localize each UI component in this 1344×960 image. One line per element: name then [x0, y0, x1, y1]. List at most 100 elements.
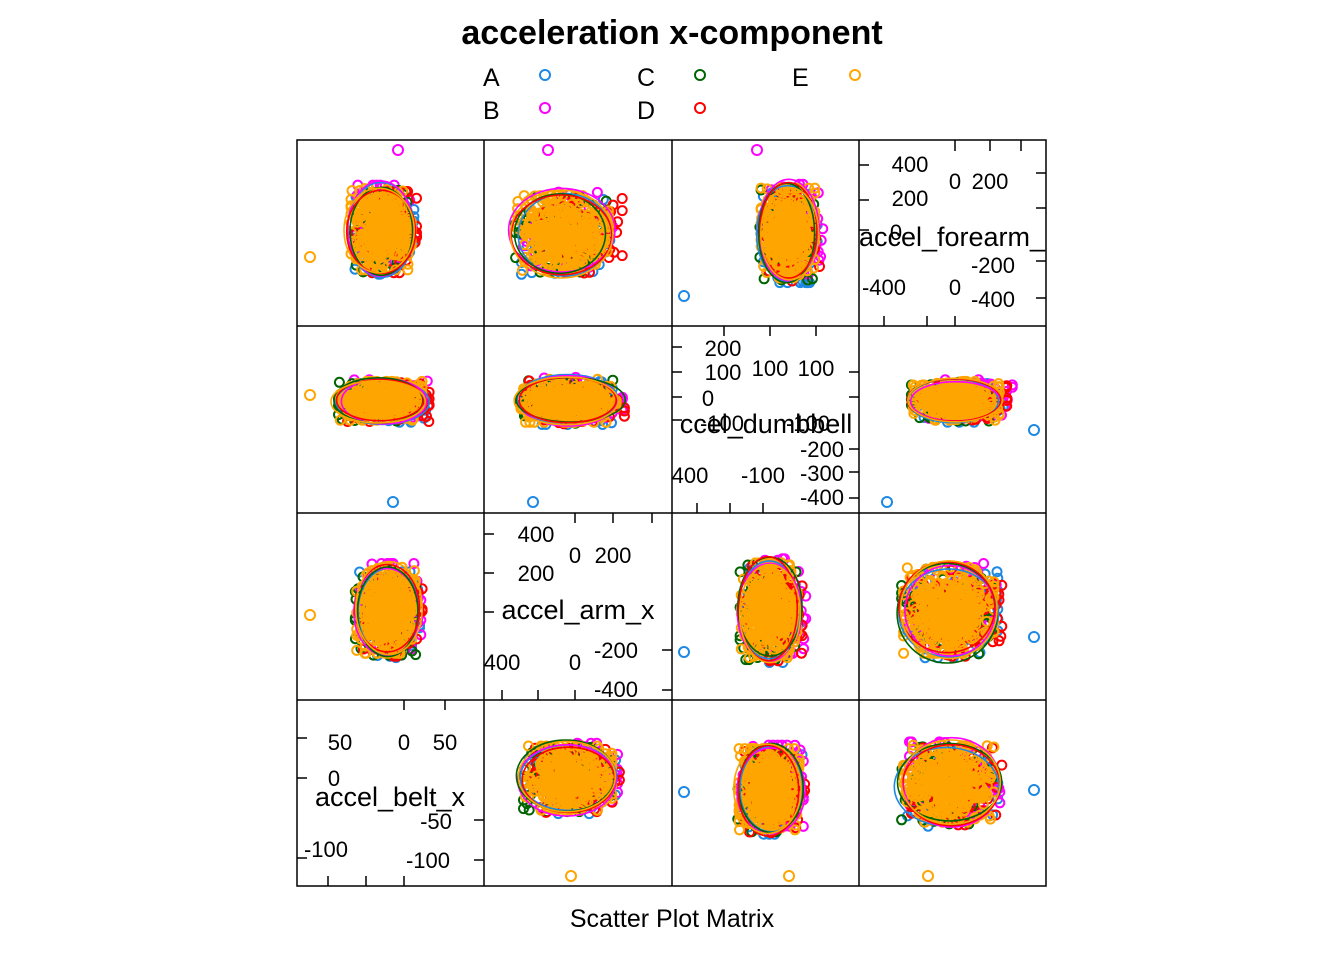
data-point — [537, 219, 549, 231]
data-point — [372, 207, 384, 219]
legend-label-b: B — [483, 97, 500, 125]
data-point — [791, 200, 803, 212]
data-point — [591, 186, 603, 198]
data-point — [767, 254, 779, 266]
data-point — [548, 380, 560, 392]
data-point — [381, 389, 393, 401]
data-point — [603, 399, 615, 411]
outlier-point — [542, 144, 554, 156]
data-point — [806, 273, 818, 285]
density-contour — [349, 186, 414, 277]
data-point — [537, 238, 549, 249]
data-point — [399, 238, 411, 250]
data-point — [526, 206, 538, 218]
data-point — [565, 209, 576, 221]
data-point — [616, 193, 628, 204]
data-point — [580, 237, 592, 249]
data-point — [551, 240, 563, 252]
data-point — [758, 273, 770, 285]
data-point — [391, 199, 403, 211]
data-point — [788, 248, 800, 260]
data-point — [782, 194, 794, 205]
data-point — [402, 393, 414, 405]
data-point — [616, 205, 628, 217]
legend-label-c: C — [637, 64, 655, 92]
data-point — [546, 391, 557, 403]
data-point — [591, 386, 603, 398]
data-point — [595, 247, 607, 259]
data-point — [538, 397, 550, 409]
data-point — [382, 245, 393, 257]
data-point — [382, 227, 394, 239]
data-point — [570, 246, 582, 258]
data-point — [591, 393, 603, 405]
data-point — [798, 221, 810, 233]
data-point — [369, 214, 381, 226]
scatter-panel — [507, 144, 628, 280]
data-point — [367, 228, 378, 240]
data-point — [803, 230, 815, 242]
data-point — [585, 386, 597, 398]
legend-label-e: E — [792, 64, 809, 92]
outlier-point — [304, 389, 316, 401]
data-point — [564, 399, 576, 411]
data-point — [755, 182, 767, 194]
data-point — [529, 400, 540, 412]
data-point — [411, 192, 422, 204]
data-point — [368, 256, 380, 268]
density-contour — [330, 379, 426, 424]
data-point — [593, 220, 605, 232]
legend-marker-d — [694, 102, 706, 114]
outlier-point — [392, 144, 404, 156]
data-point — [522, 227, 534, 239]
data-point — [547, 393, 559, 405]
density-contour — [759, 186, 820, 281]
scatter-panel — [881, 374, 1040, 508]
data-point — [588, 246, 600, 257]
data-point — [787, 224, 799, 236]
data-point — [361, 248, 373, 259]
panels — [304, 144, 1040, 882]
data-point — [792, 263, 804, 275]
data-point — [386, 389, 398, 401]
data-point — [564, 253, 576, 264]
data-point — [566, 222, 578, 234]
data-point — [535, 239, 547, 251]
data-point — [607, 374, 619, 386]
legend-marker-b — [539, 102, 551, 114]
outlier-point — [751, 144, 763, 156]
data-point — [400, 386, 412, 398]
density-contour — [335, 378, 425, 422]
data-point — [376, 382, 388, 394]
data-point — [380, 246, 392, 258]
legend-label-a: A — [483, 64, 500, 92]
data-point — [396, 215, 408, 227]
data-point — [348, 399, 360, 411]
data-point — [558, 202, 570, 214]
data-point — [774, 244, 786, 256]
data-point — [809, 182, 821, 194]
data-point — [577, 247, 589, 259]
data-point — [765, 251, 777, 263]
scatter-panel — [678, 144, 829, 302]
data-point — [769, 196, 781, 208]
data-point — [352, 389, 363, 401]
data-point — [389, 406, 401, 418]
data-point — [423, 416, 435, 427]
data-point — [512, 203, 524, 215]
data-point — [341, 397, 353, 409]
data-point — [558, 250, 570, 262]
data-point — [375, 220, 387, 232]
scatter-panel — [513, 371, 630, 508]
data-point — [800, 206, 812, 218]
data-point — [557, 410, 569, 422]
outlier-point — [678, 290, 690, 302]
data-point — [346, 185, 358, 197]
chart-title: acceleration x-component — [461, 14, 882, 52]
legend-marker-c — [694, 69, 706, 81]
data-point — [389, 216, 401, 227]
density-contour — [509, 189, 614, 279]
data-point — [573, 234, 585, 246]
outlier-point — [304, 251, 316, 263]
